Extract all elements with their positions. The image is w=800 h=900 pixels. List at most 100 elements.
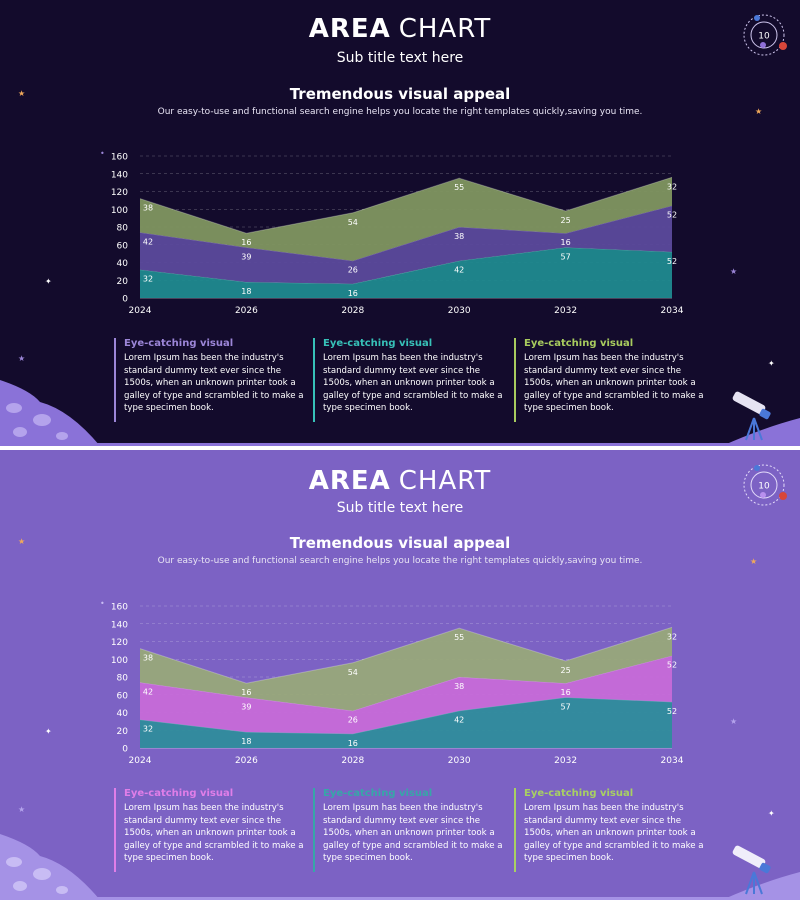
info-column-2: Eye-catching visual Lorem Ipsum has been… — [313, 338, 503, 422]
data-label: 42 — [143, 687, 153, 696]
x-tick-label: 2032 — [554, 306, 577, 316]
star-icon: ★ — [730, 267, 738, 276]
area-series-3 — [140, 627, 672, 711]
y-tick-label: 40 — [117, 709, 129, 719]
data-label: 38 — [143, 654, 153, 663]
data-label: 52 — [667, 211, 677, 220]
x-tick-label: 2024 — [129, 756, 152, 766]
x-tick-label: 2034 — [661, 756, 684, 766]
y-tick-label: 140 — [111, 620, 128, 630]
data-label: 42 — [143, 237, 153, 246]
chart-description: Our easy-to-use and functional search en… — [157, 107, 643, 117]
x-tick-label: 2026 — [235, 756, 258, 766]
slide-subtitle: Sub title text here — [336, 500, 464, 516]
info-column-3: Eye-catching visual Lorem Ipsum has been… — [514, 338, 704, 422]
data-label: 55 — [454, 633, 464, 642]
area-chart: 0 20 40 60 80 100 120 140 160 32 18 16 42 57 52 42 39 26 3… — [111, 153, 684, 317]
star-icon: • — [100, 599, 105, 608]
x-tick-label: 2024 — [129, 306, 152, 316]
y-tick-label: 80 — [117, 674, 129, 684]
data-label: 42 — [454, 266, 464, 275]
star-icon: ★ — [730, 717, 738, 726]
star-icon: ✦ — [768, 809, 775, 818]
y-tick-label: 20 — [117, 277, 129, 287]
x-tick-label: 2026 — [235, 306, 258, 316]
star-icon: ★ — [18, 537, 26, 546]
y-tick-label: 0 — [122, 745, 128, 755]
data-label: 55 — [454, 183, 464, 192]
slide-subtitle: Sub title text here — [336, 50, 464, 66]
data-label: 16 — [561, 238, 571, 247]
x-tick-label: 2030 — [448, 756, 471, 766]
slide-title: AREA CHART — [308, 14, 492, 44]
chart-heading: Tremendous visual appeal — [289, 534, 511, 552]
series-line-1 — [139, 696, 673, 735]
data-label: 16 — [241, 238, 251, 247]
star-icon: ✦ — [768, 359, 775, 368]
y-tick-label: 20 — [117, 727, 129, 737]
area-series-2 — [140, 655, 672, 734]
star-icon: • — [100, 149, 105, 158]
info-column-3: Eye-catching visual Lorem Ipsum has been… — [514, 788, 704, 872]
area-chart: 0 20 40 60 80 100 120 140 160 32 18 16 42 57 52 42 39 26 3… — [111, 603, 684, 767]
chart-description: Our easy-to-use and functional search en… — [157, 556, 643, 566]
data-label: 38 — [454, 682, 464, 691]
data-label: 25 — [561, 216, 571, 225]
area-series-1 — [140, 697, 672, 748]
star-icon: ★ — [18, 354, 26, 363]
series-line-2 — [139, 205, 673, 262]
star-icon: ★ — [755, 107, 763, 116]
info-column-body: Lorem Ipsum has been the industry's stan… — [124, 353, 304, 413]
data-label: 39 — [241, 702, 251, 711]
series-line-3 — [139, 176, 673, 234]
moon-surface-icon — [0, 834, 100, 900]
data-label: 32 — [667, 632, 677, 641]
series-line-1 — [139, 246, 673, 285]
data-label: 18 — [241, 287, 251, 296]
area-series-3 — [140, 177, 672, 261]
data-label: 16 — [241, 688, 251, 697]
area-series-2 — [140, 205, 672, 284]
planet-badge-icon: 10 — [743, 464, 787, 506]
star-icon: ★ — [750, 557, 758, 566]
data-label: 52 — [667, 707, 677, 716]
info-column-1: Eye-catching visual Lorem Ipsum has been… — [114, 338, 304, 422]
y-tick-label: 40 — [117, 259, 129, 269]
y-tick-label: 160 — [111, 153, 128, 163]
y-tick-label: 80 — [117, 224, 129, 234]
telescope-icon — [722, 391, 800, 446]
y-tick-label: 100 — [111, 206, 128, 216]
data-label: 54 — [348, 668, 358, 677]
badge-number: 10 — [758, 32, 770, 42]
data-label: 38 — [454, 232, 464, 241]
star-icon: ✦ — [45, 277, 52, 286]
star-icon: ★ — [18, 805, 26, 814]
data-label: 57 — [561, 252, 571, 261]
info-column-body: Lorem Ipsum has been the industry's stan… — [124, 803, 304, 863]
info-column-title: Eye-catching visual — [124, 338, 234, 349]
x-tick-label: 2032 — [554, 756, 577, 766]
data-label: 32 — [143, 275, 153, 284]
info-column-body: Lorem Ipsum has been the industry's stan… — [524, 353, 704, 413]
slide-dark: AREA CHART Sub title text here Tremendous… — [0, 0, 800, 446]
data-label: 26 — [348, 716, 358, 725]
data-label: 18 — [241, 737, 251, 746]
data-label: 39 — [241, 252, 251, 261]
info-column-title: Eye-catching visual — [323, 338, 433, 349]
x-tick-label: 2034 — [661, 306, 684, 316]
info-column-body: Lorem Ipsum has been the industry's stan… — [323, 353, 503, 413]
y-tick-label: 60 — [117, 691, 129, 701]
info-column-title: Eye-catching visual — [524, 788, 634, 799]
data-label: 54 — [348, 218, 358, 227]
info-column-2: Eye-catching visual Lorem Ipsum has been… — [313, 788, 503, 872]
slide-title: AREA CHART — [308, 466, 492, 496]
data-label: 32 — [667, 182, 677, 191]
badge-number: 10 — [758, 482, 770, 492]
planet-badge-icon: 10 — [743, 14, 787, 56]
slide-floor — [0, 897, 800, 900]
info-column-title: Eye-catching visual — [124, 788, 234, 799]
data-label: 42 — [454, 716, 464, 725]
y-tick-label: 60 — [117, 241, 129, 251]
data-label: 16 — [348, 739, 358, 748]
slide-floor — [0, 443, 800, 446]
